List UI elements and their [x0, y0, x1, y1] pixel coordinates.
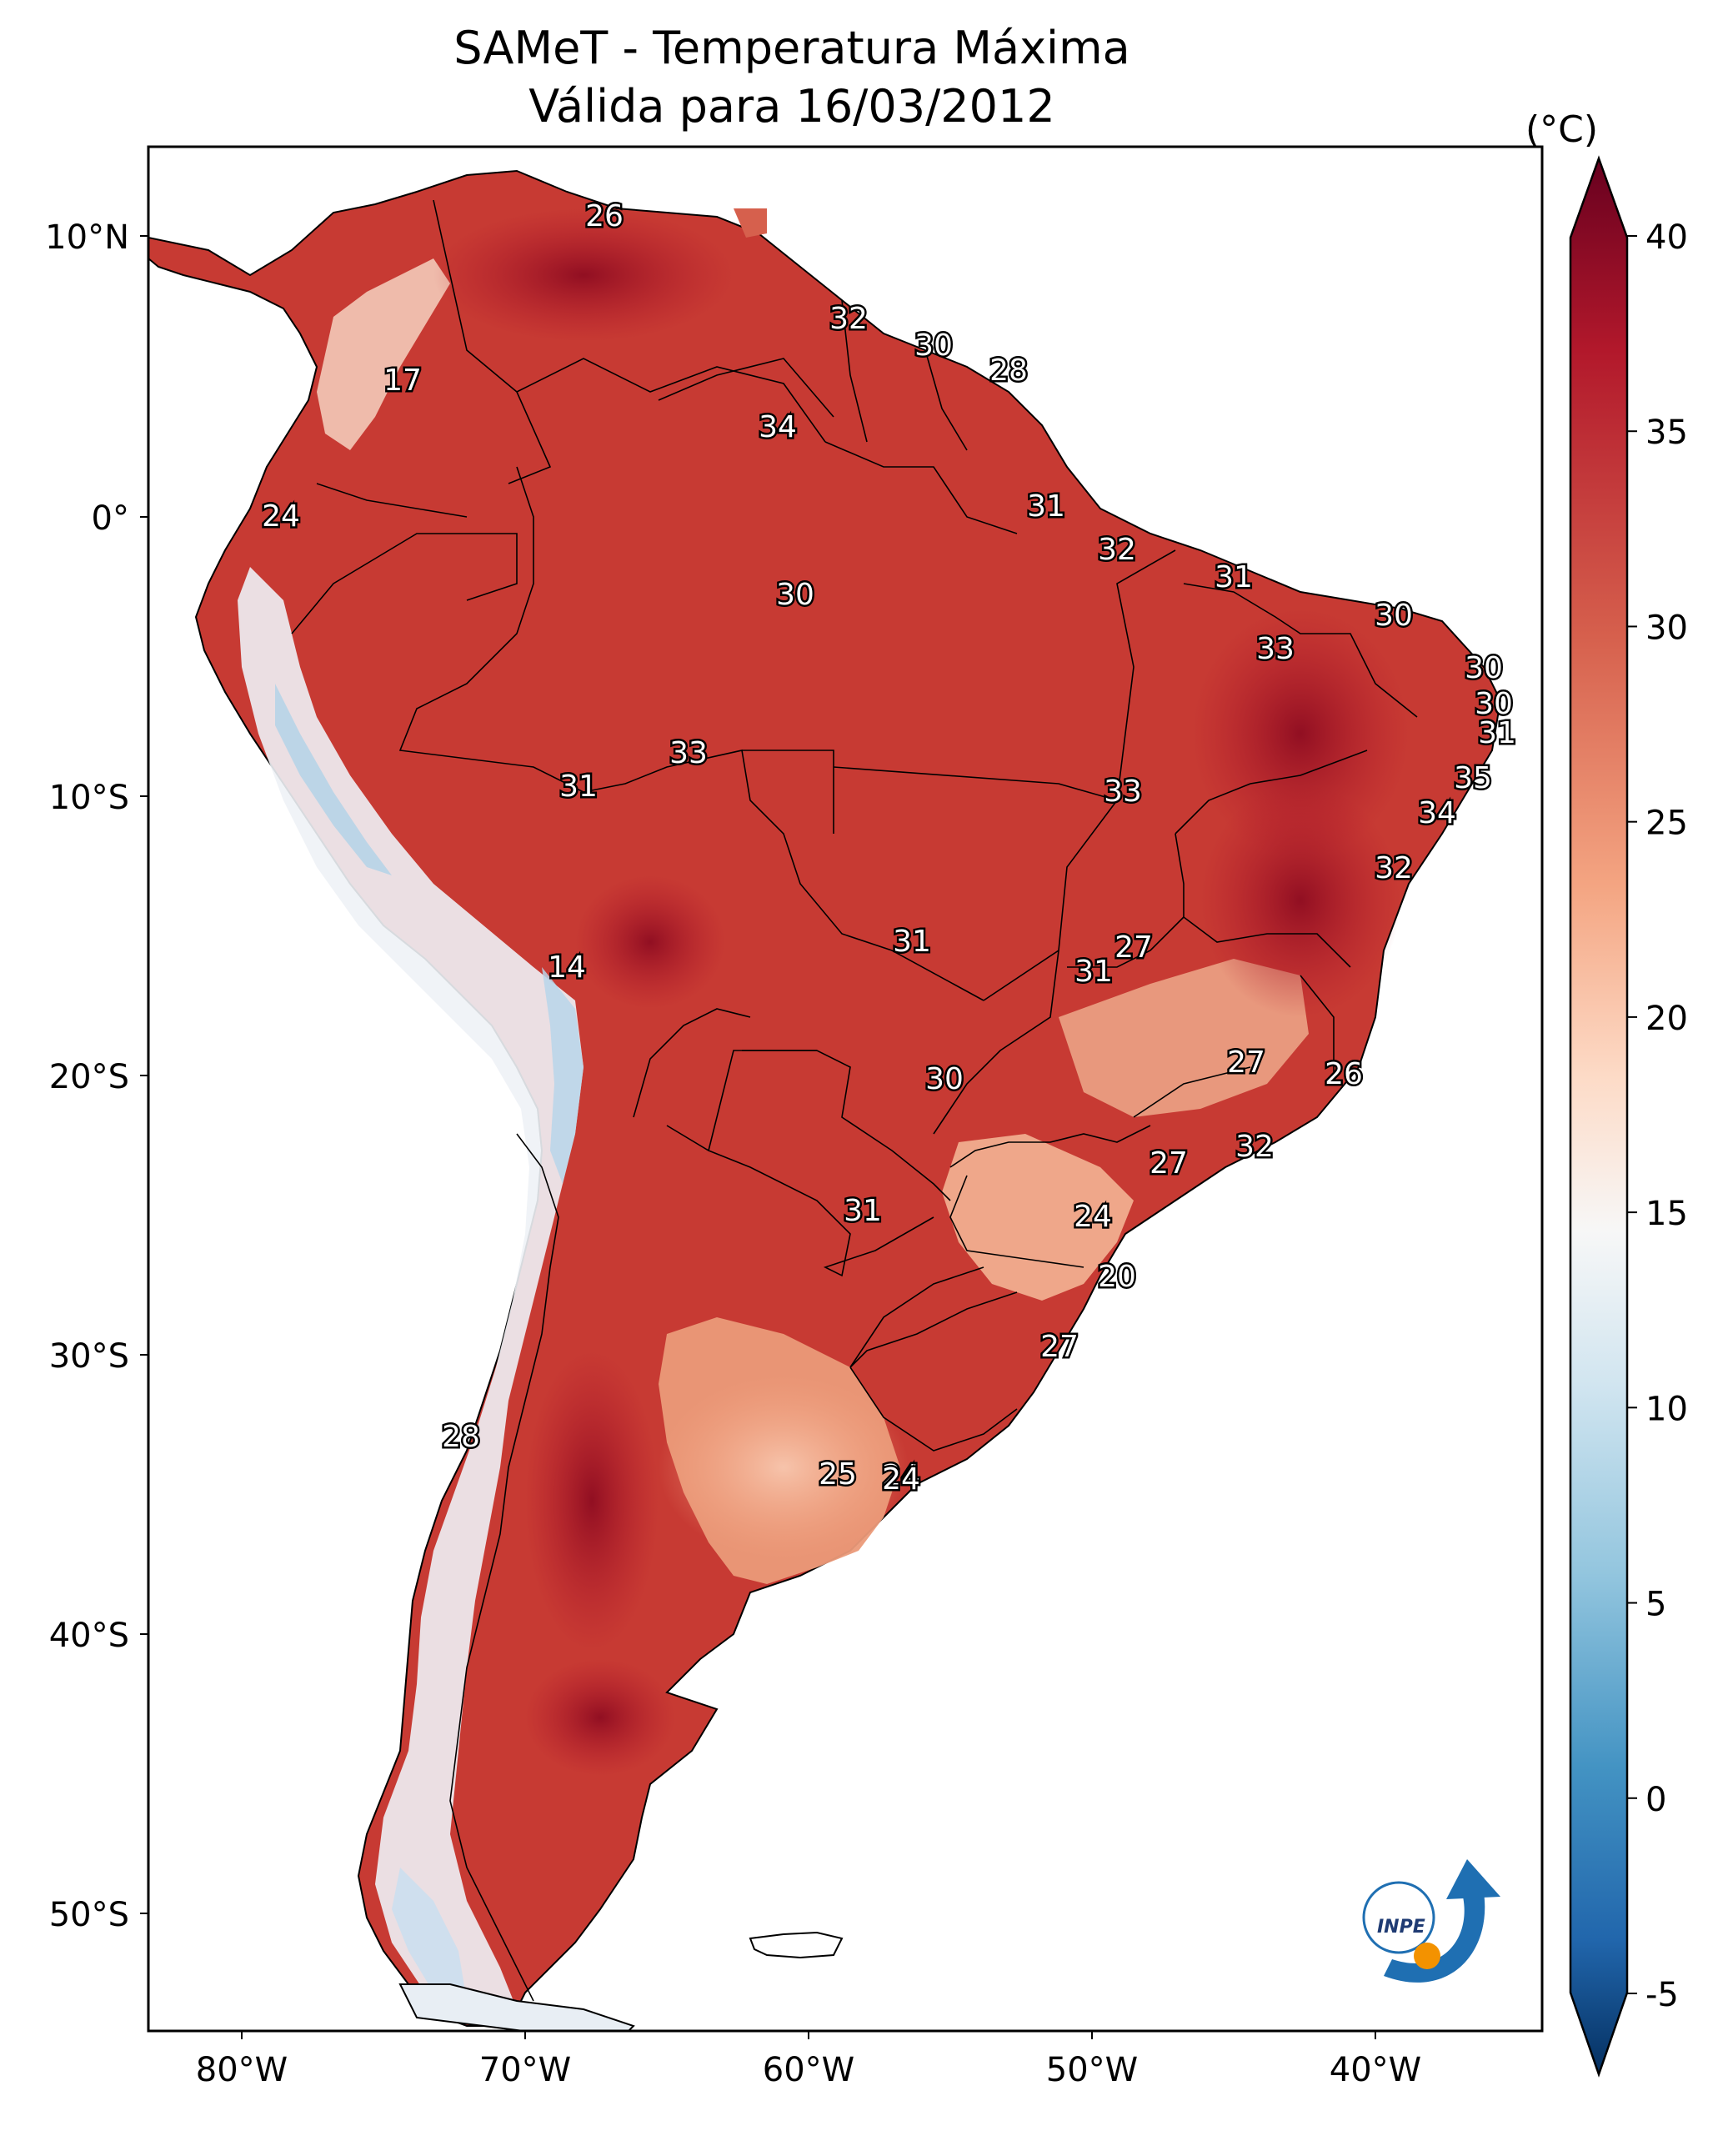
colorbar-tick-label: 0 [1645, 1781, 1666, 1819]
inpe-logo-swoosh [1384, 1893, 1485, 1983]
station-temperature-label: 31 [559, 770, 598, 804]
station-temperature-label: 14 [548, 950, 586, 985]
patagonia-cool-core [392, 1868, 467, 2001]
station-temperature-label: 31 [893, 925, 931, 959]
altiplano-cold-core [542, 967, 584, 1184]
station-temperature-label: 26 [1325, 1057, 1363, 1091]
southern-brazil-mild [942, 1134, 1134, 1301]
lon-tick-label: 70°W [479, 2051, 571, 2089]
lat-tick-label: 30°S [49, 1337, 129, 1376]
caribbean-coast-islands [734, 208, 767, 238]
hotspot-venezuela [433, 208, 734, 342]
lat-tick-label: 10°N [45, 218, 129, 257]
station-temperature-label: 31 [1478, 716, 1516, 750]
station-temperature-label: 35 [1454, 761, 1492, 795]
station-temperature-label: 17 [383, 364, 422, 398]
colorbar-tick-label: 30 [1645, 609, 1688, 647]
lon-tick-label: 50°W [1046, 2051, 1138, 2089]
inpe-logo: INPE [1362, 1859, 1500, 1983]
colorbar-tick-label: -5 [1645, 1976, 1679, 2014]
colorbar-tick-label: 20 [1645, 1000, 1688, 1038]
map-frame [147, 145, 1544, 2033]
station-temperature-label: 27 [1040, 1330, 1079, 1364]
station-temperature-label: 27 [1150, 1146, 1188, 1181]
station-temperature-label: 34 [759, 410, 797, 444]
colorbar-tick-label: 15 [1645, 1195, 1688, 1233]
colorbar-tick-label: 40 [1645, 218, 1688, 257]
colorbar-tick-label: 10 [1645, 1390, 1688, 1428]
station-temperature-label: 24 [882, 1459, 920, 1493]
inpe-logo-arrow-icon [1446, 1859, 1500, 1899]
lat-tick-label: 50°S [49, 1896, 129, 1934]
latitude-axis: 10°N 0° 10°S 20°S 30°S 40°S 50°S [45, 218, 148, 1934]
station-temperature-label: 33 [1256, 632, 1295, 666]
station-temperature-label: 24 [882, 1462, 920, 1497]
station-temperature-label: 30 [925, 1062, 964, 1096]
station-temperature-label: 25 [819, 1457, 857, 1492]
station-temperature-label: 27 [1227, 1045, 1265, 1080]
colombian-highlands [317, 258, 450, 450]
inpe-logo-text: INPE [1377, 1917, 1425, 1938]
colorbar-tick-label: 25 [1645, 805, 1688, 843]
station-temperature-label: 32 [1375, 851, 1413, 885]
lat-tick-label: 10°S [49, 779, 129, 817]
lat-tick-label: 20°S [49, 1058, 129, 1096]
station-temperature-label: 28 [989, 353, 1028, 388]
station-temperature-label: 31 [1215, 560, 1253, 594]
lon-tick-label: 40°W [1330, 2051, 1421, 2089]
andes-cool-region [238, 567, 584, 2018]
colorbar: 40 35 30 25 20 15 10 5 0 -5 [1569, 155, 1688, 2078]
lat-tick-label: 0° [92, 499, 129, 538]
station-temperature-label: 32 [1098, 533, 1136, 567]
station-temperature-label: 27 [1114, 930, 1153, 965]
station-temperature-label: 34 [1418, 796, 1456, 830]
continent-layer [148, 169, 1502, 2031]
falkland-islands [749, 1931, 844, 1959]
station-temperature-label: 30 [1465, 651, 1503, 685]
lat-tick-label: 40°S [49, 1617, 129, 1655]
station-temperature-label: 31 [1074, 955, 1113, 989]
station-temperature-label: 32 [1235, 1130, 1274, 1164]
hotspot-argentina-west [525, 1351, 659, 1651]
station-temperature-label: 33 [1104, 775, 1142, 809]
longitude-axis: 80°W 70°W 60°W 50°W 40°W [196, 2031, 1421, 2089]
lon-tick-label: 80°W [196, 2051, 288, 2089]
station-temperature-label: 32 [829, 302, 868, 336]
station-temperature-label: 31 [1027, 489, 1065, 524]
colorbar-ticks: 40 35 30 25 20 15 10 5 0 -5 [1627, 218, 1688, 2014]
hotspot-bolivia [575, 875, 725, 1009]
station-temperature-label: 33 [669, 736, 708, 770]
warm-pampas-center [659, 1376, 909, 1559]
station-temperature-label: 26 [585, 199, 624, 233]
map-subtitle: Válida para 16/03/2012 [528, 80, 1055, 133]
colorbar-tick-label: 35 [1645, 414, 1688, 452]
hotspot-bahia [1200, 784, 1400, 1017]
station-temperature-label: 24 [262, 499, 300, 534]
station-temperature-label: 30 [1475, 687, 1513, 721]
lon-tick-label: 60°W [763, 2051, 854, 2089]
map-title: SAMeT - Temperatura Máxima [453, 22, 1130, 74]
station-temperature-label: 20 [1098, 1260, 1136, 1294]
station-temperature-label: 31 [844, 1194, 882, 1228]
station-temperature-label: 30 [776, 578, 814, 612]
colorbar-bar [1569, 155, 1629, 2078]
inpe-logo-ring [1362, 1881, 1435, 1954]
inpe-logo-sun [1414, 1943, 1440, 1969]
station-temperature-label: 24 [1074, 1200, 1112, 1234]
colorbar-tick-label: 5 [1645, 1586, 1666, 1624]
hotspot-northeast-brazil [1192, 609, 1409, 859]
tierra-del-fuego [398, 1983, 635, 2031]
country-borders [291, 199, 1418, 2002]
station-temperature-label: 30 [1375, 599, 1413, 633]
hotspot-patagonia [525, 1659, 675, 1776]
colorbar-unit-label: (°C) [1525, 108, 1599, 151]
station-temperature-label: 30 [914, 328, 953, 363]
station-temperature-label: 28 [442, 1420, 480, 1454]
